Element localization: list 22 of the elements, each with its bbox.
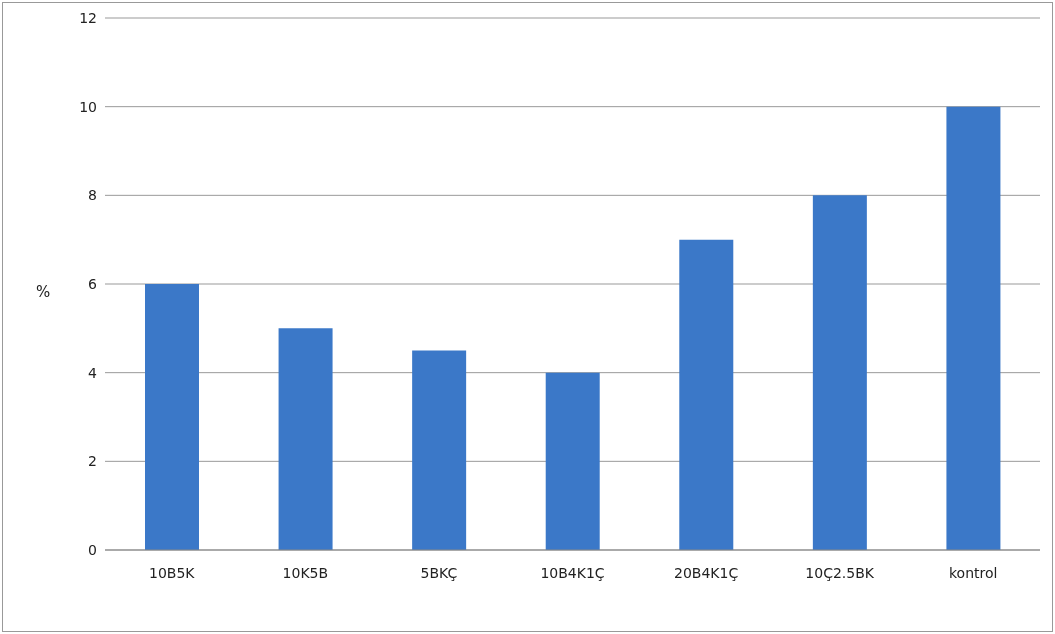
y-tick-label: 0: [88, 541, 97, 558]
bar: [145, 284, 199, 550]
y-axis-title: %: [36, 283, 51, 301]
bar: [412, 350, 467, 550]
x-tick-label: 5BKÇ: [420, 564, 458, 581]
y-tick-label: 8: [88, 187, 97, 204]
y-tick-label: 4: [88, 364, 98, 381]
y-tick-label: 6: [88, 275, 98, 292]
bar: [679, 239, 734, 550]
x-tick-label: 10B5K: [149, 564, 196, 581]
bar: [278, 328, 333, 550]
x-tick-label: 20B4K1Ç: [673, 564, 739, 581]
x-tick-label: kontrol: [948, 564, 998, 581]
x-tick-label: 10K5B: [282, 564, 329, 581]
y-tick-label: 12: [79, 9, 97, 26]
y-tick-label: 10: [79, 98, 97, 115]
bar: [812, 195, 867, 550]
bar: [946, 106, 1001, 550]
bar: [545, 372, 600, 550]
y-tick-label: 2: [88, 453, 97, 470]
x-tick-label: 10B4K1Ç: [540, 564, 605, 581]
x-tick-label: 10Ç2.5BK: [805, 564, 875, 581]
